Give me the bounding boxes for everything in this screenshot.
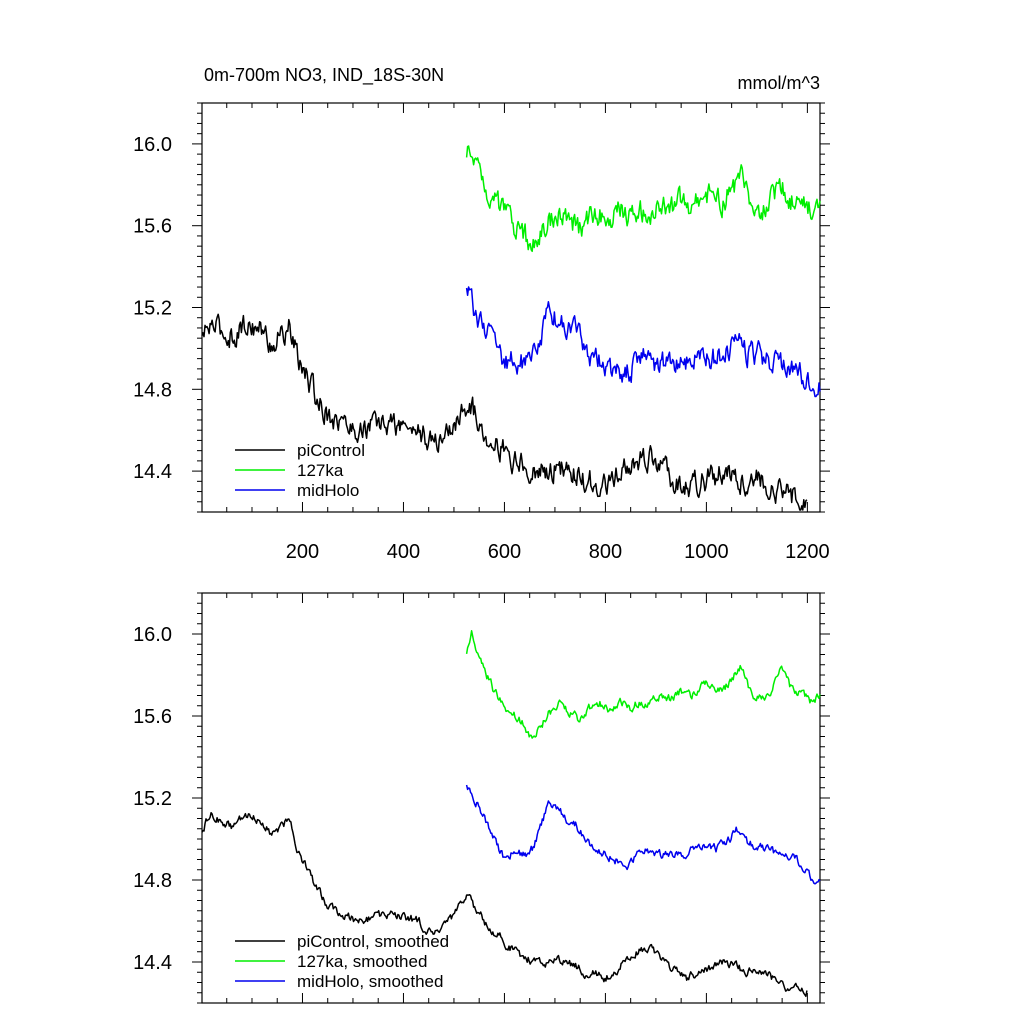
- y-tick-label: 15.2: [133, 298, 172, 320]
- legend-label: 127ka: [297, 461, 344, 480]
- chart-title: 0m-700m NO3, IND_18S-30N: [204, 65, 444, 86]
- x-tick-label: 1000: [684, 541, 729, 563]
- legend-label: piControl: [297, 441, 365, 460]
- x-tick-label: 200: [286, 541, 319, 563]
- y-tick-label: 14.4: [133, 952, 172, 974]
- series-line: [201, 811, 808, 998]
- series-line: [465, 630, 821, 739]
- series-line: [201, 313, 808, 511]
- legend-label: 127ka, smoothed: [297, 952, 427, 971]
- series-line: [465, 286, 821, 398]
- legend-label: midHolo: [297, 481, 359, 500]
- y-tick-label: 15.6: [133, 706, 172, 728]
- x-tick-label: 1200: [785, 541, 830, 563]
- y-tick-label: 14.8: [133, 870, 172, 892]
- y-tick-label: 15.2: [133, 788, 172, 810]
- y-tick-label: 15.6: [133, 216, 172, 238]
- plot-frame: [201, 592, 821, 1004]
- x-tick-label: 400: [387, 541, 420, 563]
- y-tick-label: 16.0: [133, 624, 172, 646]
- x-tick-label: 600: [488, 541, 521, 563]
- series-line: [465, 145, 821, 253]
- series-line: [465, 784, 821, 885]
- y-tick-label: 14.8: [133, 379, 172, 401]
- plot-frame: [201, 102, 821, 513]
- top-panel: 200 400 600 800 1000 1200 14.4 14.8 15.2 15.6 16.0…: [133, 65, 830, 563]
- bottom-panel: 14.4 14.8 15.2 15.6 16.0 piControl, smoothed1…: [133, 592, 830, 1004]
- x-tick-label: 800: [589, 541, 622, 563]
- y-tick-label: 16.0: [133, 134, 172, 156]
- y-tick-label: 14.4: [133, 461, 172, 483]
- units-label: mmol/m^3: [738, 73, 820, 93]
- legend-label: midHolo, smoothed: [297, 972, 443, 991]
- legend-label: piControl, smoothed: [297, 932, 449, 951]
